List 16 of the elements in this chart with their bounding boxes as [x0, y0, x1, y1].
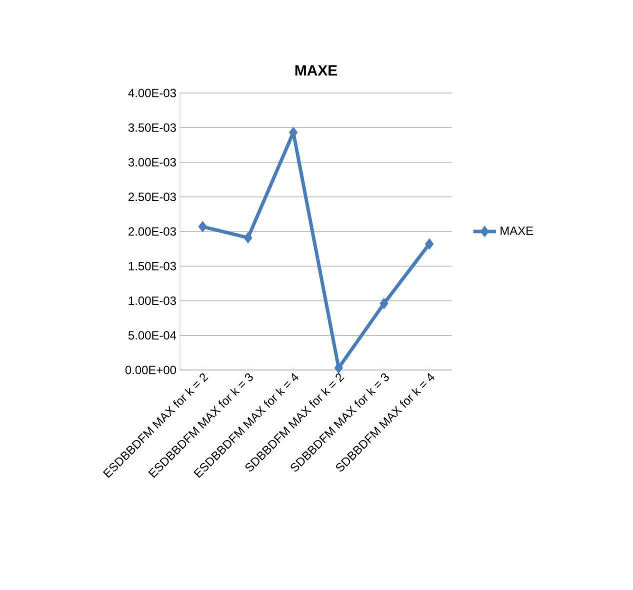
- point: [424, 238, 434, 250]
- point: [380, 298, 388, 310]
- y-tick-label: 3.00E-03: [128, 158, 176, 166]
- y-tick-label: 3.50E-03: [128, 123, 176, 132]
- y-tick-label: 2.50E-03: [128, 192, 176, 202]
- legend-label: MAXE: [500, 226, 534, 235]
- y-tick-label: 4.00E-03: [128, 88, 176, 98]
- y-tick-label: 5.00E-04: [128, 331, 176, 340]
- y-tick-label: 1.50E-03: [128, 262, 176, 270]
- point: [198, 220, 208, 232]
- chart-title: MAXE: [295, 65, 337, 76]
- y-tick-label: 0.00E+00: [125, 366, 176, 374]
- y-tick-label: 1.00E-03: [128, 296, 176, 305]
- y-tick-label: 2.00E-03: [128, 227, 176, 236]
- point: [244, 232, 252, 244]
- point: [334, 362, 344, 374]
